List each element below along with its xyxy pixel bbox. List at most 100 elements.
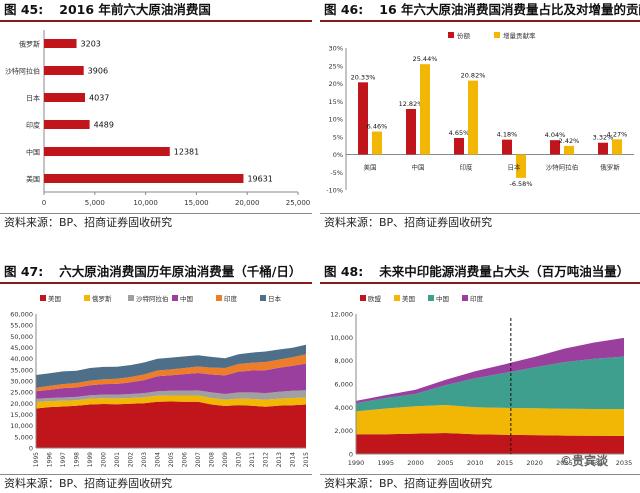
fig45-value-label: 4489 xyxy=(94,121,114,130)
fig46-bar xyxy=(502,139,512,155)
fig47-x-tick-label: 1995 xyxy=(33,452,40,467)
fig47-x-tick-label: 2006 xyxy=(182,452,189,467)
fig47-x-tick-label: 1997 xyxy=(60,452,67,467)
fig46-category-label: 俄罗斯 xyxy=(600,163,620,172)
fig48-area-series xyxy=(356,356,624,412)
fig47-legend-swatch xyxy=(216,295,222,301)
fig47-y-tick-label: 20,000 xyxy=(10,400,33,408)
fig45-bar xyxy=(44,120,90,129)
fig45-category-label: 沙特阿拉伯 xyxy=(5,67,40,76)
fig46-chart: 份额 增量贡献率 -10% -5% 0% 5% 10% 15% 20% 25% 30% 20.33% 6… xyxy=(326,31,634,195)
fig48-legend-label: 美国 xyxy=(402,294,415,303)
fig47-chart: 美国 俄罗斯 沙特阿拉伯 中国 印度 日本 0 5,000 10,000 15,000 20,000… xyxy=(10,294,310,467)
fig48-y-tick-label: 2,000 xyxy=(334,427,353,435)
fig45-bar xyxy=(44,93,86,102)
fig48-x-tick-label: 1995 xyxy=(378,459,395,467)
fig47-y-tick-label: 45,000 xyxy=(10,344,33,352)
fig46-y-tick-label: 25% xyxy=(329,62,343,70)
watermark: ©贵宾谈 xyxy=(560,454,609,468)
fig46-value-label: 4.04% xyxy=(545,131,566,139)
fig48-y-tick-label: 4,000 xyxy=(334,404,353,412)
fig47-x-tick-label: 2008 xyxy=(209,452,216,467)
fig47-legend-swatch xyxy=(128,295,134,301)
fig48-legend-swatch xyxy=(462,295,468,301)
fig48-x-tick-label: 2010 xyxy=(467,459,484,467)
fig46-value-label: 4.65% xyxy=(449,129,470,137)
fig46-y-tick-label: 10% xyxy=(329,116,343,124)
fig48-chart: 欧盟 美国 中国 印度 0 2,000 4,000 6,000 8,000 10,000 12,00… xyxy=(330,294,632,467)
fig45-x-tick-label: 15,000 xyxy=(184,199,209,207)
fig47-x-tick-label: 2004 xyxy=(155,452,162,467)
fig47-area-series xyxy=(36,401,306,448)
fig45-title: 图 45: 2016 年前六大原油消费国 xyxy=(0,0,312,22)
fig45-x-tick-label: 20,000 xyxy=(235,199,260,207)
fig46-bar xyxy=(372,131,382,155)
fig46-bar xyxy=(420,64,430,155)
fig46-bar xyxy=(454,137,464,155)
fig47-legend-label: 沙特阿拉伯 xyxy=(136,294,169,303)
fig48-legend-swatch xyxy=(428,295,434,301)
fig46-category-label: 沙特阿拉伯 xyxy=(546,163,579,172)
fig48-source: 资料来源：BP、招商证券固收研究 xyxy=(320,474,640,492)
fig47-y-tick-label: 60,000 xyxy=(10,311,33,319)
fig46-bar xyxy=(358,82,368,155)
fig45-value-label: 3203 xyxy=(81,40,101,49)
fig47-area-series xyxy=(36,363,306,399)
fig47-source: 资料来源：BP、招商证券固收研究 xyxy=(0,474,312,492)
fig47-x-tick-label: 2009 xyxy=(222,452,229,467)
fig47-legend-swatch xyxy=(172,295,178,301)
fig47-legend-swatch xyxy=(84,295,90,301)
fig45-x-tick-label: 10,000 xyxy=(133,199,158,207)
fig47-x-tick-label: 2002 xyxy=(128,452,135,467)
fig45-x-tick-label: 5,000 xyxy=(85,199,105,207)
fig46-bar xyxy=(516,154,526,178)
fig48-area-series xyxy=(356,337,624,404)
fig47-legend-label: 中国 xyxy=(180,294,193,303)
fig48-x-tick-label: 2000 xyxy=(407,459,424,467)
panel-fig47: 图 47: 六大原油消费国历年原油消费量（千桶/日） 美国 俄罗斯 沙特阿拉伯 中国 印度… xyxy=(0,262,312,493)
fig46-value-label: 3.32% xyxy=(593,134,614,142)
fig47-x-tick-label: 2003 xyxy=(141,452,148,467)
fig48-y-tick-label: 0 xyxy=(349,451,353,459)
fig47-y-tick-label: 15,000 xyxy=(10,411,33,419)
fig47-x-tick-label: 2001 xyxy=(114,452,121,467)
fig46-y-tick-label: 0% xyxy=(333,151,343,159)
fig47-x-tick-label: 1996 xyxy=(47,452,54,467)
fig46-value-label: 4.18% xyxy=(497,131,518,139)
fig45-category-label: 俄罗斯 xyxy=(19,40,40,49)
fig47-title: 图 47: 六大原油消费国历年原油消费量（千桶/日） xyxy=(0,262,312,284)
fig46-value-label: 4.27% xyxy=(607,130,628,138)
fig46-category-label: 日本 xyxy=(508,163,522,172)
fig48-legend-label: 中国 xyxy=(436,294,449,303)
fig45-value-label: 3906 xyxy=(88,67,108,76)
fig47-legend-label: 日本 xyxy=(268,294,282,303)
fig48-y-tick-label: 6,000 xyxy=(334,381,353,389)
fig47-y-tick-label: 5,000 xyxy=(14,433,33,441)
fig47-x-tick-label: 2012 xyxy=(263,452,270,467)
fig48-y-tick-label: 12,000 xyxy=(330,311,353,319)
fig46-y-tick-label: 20% xyxy=(329,80,343,88)
fig45-bar xyxy=(44,39,77,48)
fig45-chart: 0 5,000 10,000 15,000 20,000 25,000 俄罗斯 3203 沙特阿… xyxy=(5,30,310,207)
fig46-legend-label: 份额 xyxy=(457,31,471,40)
fig48-legend-label: 印度 xyxy=(470,294,484,303)
fig46-value-label: 25.44% xyxy=(413,55,438,63)
fig47-area-series xyxy=(36,390,306,402)
fig46-y-tick-label: 5% xyxy=(333,133,343,141)
fig47-x-tick-label: 2005 xyxy=(168,452,175,467)
fig46-category-label: 美国 xyxy=(364,163,377,172)
fig46-y-tick-label: 30% xyxy=(329,45,343,53)
fig48-x-tick-label: 2030 xyxy=(586,459,603,467)
fig48-area-series xyxy=(356,405,624,436)
fig46-value-label: -6.58% xyxy=(510,180,533,188)
fig46-bar xyxy=(564,145,574,155)
fig46-title: 图 46: 16 年六大原油消费国消费量占比及对增量的贡献 xyxy=(320,0,640,22)
fig47-x-tick-label: 1999 xyxy=(87,452,94,467)
fig47-y-tick-label: 35,000 xyxy=(10,366,33,374)
fig47-x-tick-label: 1998 xyxy=(74,452,81,467)
fig47-area-series xyxy=(36,395,306,409)
fig46-source: 资料来源：BP、招商证券固收研究 xyxy=(320,213,640,231)
fig46-legend-label: 增量贡献率 xyxy=(503,31,536,40)
fig46-y-tick-label: -5% xyxy=(330,169,343,177)
fig48-title: 图 48: 未来中印能源消费量占大头（百万吨油当量） xyxy=(320,262,640,284)
